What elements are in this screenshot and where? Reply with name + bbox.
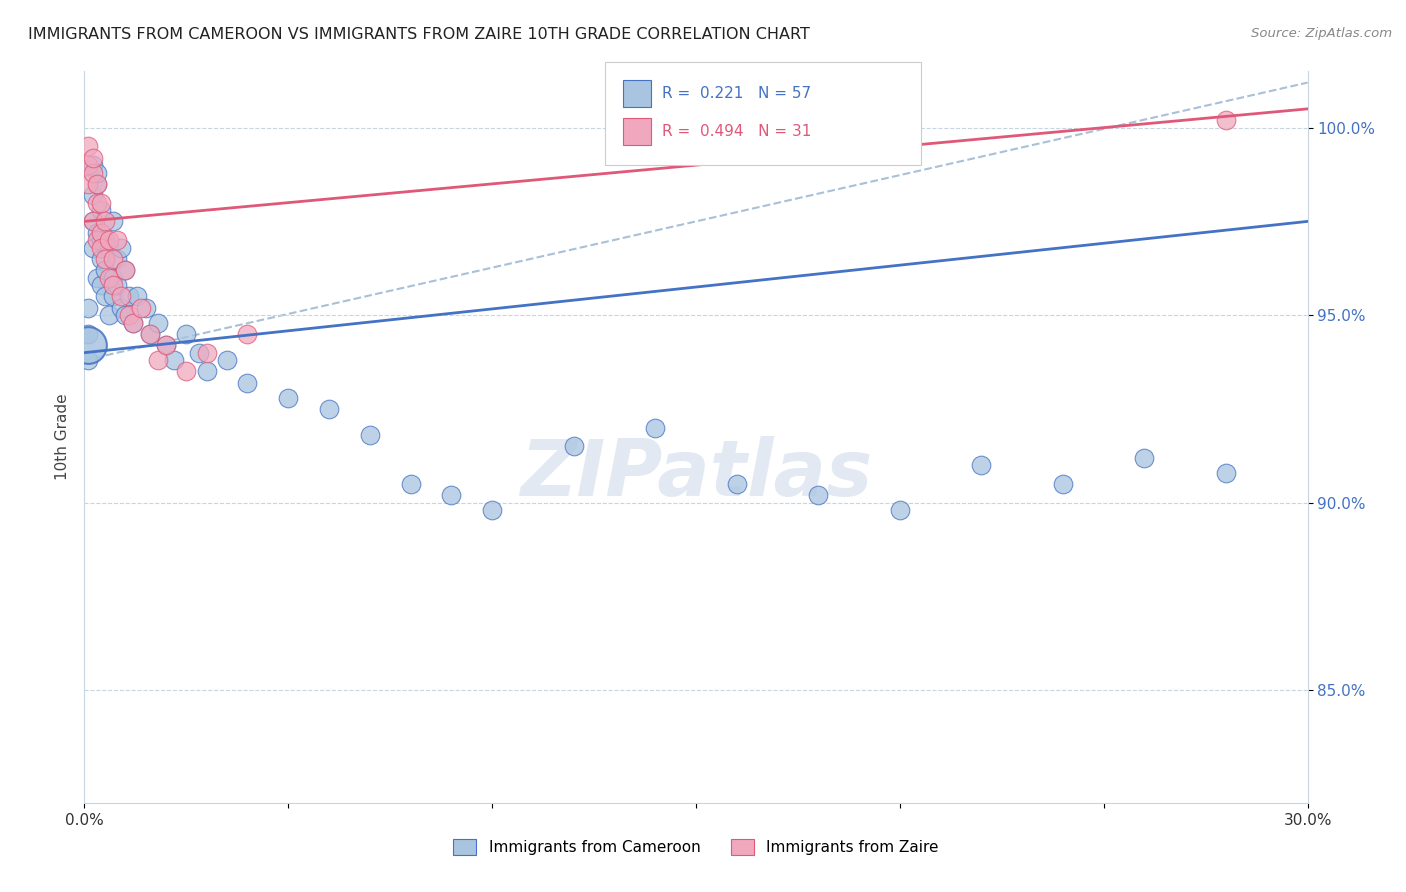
Point bbox=[146, 353, 169, 368]
Point bbox=[440, 488, 463, 502]
Point bbox=[114, 263, 136, 277]
Point bbox=[77, 177, 100, 191]
Point bbox=[90, 203, 112, 218]
Point bbox=[77, 301, 100, 315]
Point bbox=[155, 338, 177, 352]
Point bbox=[77, 139, 100, 153]
Point bbox=[725, 477, 748, 491]
Point bbox=[110, 289, 132, 303]
Point bbox=[217, 353, 239, 368]
Point bbox=[82, 214, 104, 228]
Point bbox=[90, 241, 112, 255]
Point bbox=[86, 177, 108, 191]
Point bbox=[187, 345, 209, 359]
Point bbox=[77, 326, 100, 341]
Point bbox=[399, 477, 422, 491]
Point bbox=[481, 503, 503, 517]
Point bbox=[86, 270, 108, 285]
Point bbox=[90, 233, 112, 247]
Point bbox=[97, 233, 120, 247]
Text: R =  0.494   N = 31: R = 0.494 N = 31 bbox=[662, 124, 811, 138]
Point bbox=[138, 326, 160, 341]
Point bbox=[110, 301, 132, 315]
Point bbox=[90, 195, 112, 210]
Point bbox=[110, 241, 132, 255]
Point bbox=[90, 252, 112, 266]
Point bbox=[135, 301, 157, 315]
Point bbox=[889, 503, 911, 517]
Point bbox=[97, 308, 120, 322]
Point bbox=[122, 316, 145, 330]
Point bbox=[101, 289, 124, 303]
Point bbox=[97, 241, 120, 255]
Point bbox=[86, 233, 108, 247]
Point bbox=[82, 166, 104, 180]
Point bbox=[562, 440, 585, 454]
Point bbox=[174, 326, 197, 341]
Text: Source: ZipAtlas.com: Source: ZipAtlas.com bbox=[1251, 27, 1392, 40]
Point bbox=[86, 226, 108, 240]
Point bbox=[86, 166, 108, 180]
Legend: Immigrants from Cameroon, Immigrants from Zaire: Immigrants from Cameroon, Immigrants fro… bbox=[447, 833, 945, 861]
Point bbox=[77, 158, 100, 172]
Point bbox=[970, 458, 993, 473]
Point bbox=[114, 308, 136, 322]
Point bbox=[236, 376, 259, 390]
Point bbox=[82, 214, 104, 228]
Point bbox=[93, 214, 115, 228]
Point bbox=[82, 151, 104, 165]
Point bbox=[86, 195, 108, 210]
Point bbox=[174, 364, 197, 378]
Point bbox=[138, 326, 160, 341]
Point bbox=[114, 263, 136, 277]
Point bbox=[101, 270, 124, 285]
Point bbox=[101, 278, 124, 293]
Point bbox=[1133, 450, 1156, 465]
Point bbox=[236, 326, 259, 341]
Point bbox=[93, 289, 115, 303]
Point bbox=[277, 391, 299, 405]
Point bbox=[90, 226, 112, 240]
Point bbox=[105, 278, 128, 293]
Point bbox=[1215, 466, 1237, 480]
Point bbox=[93, 263, 115, 277]
Point bbox=[122, 316, 145, 330]
Point bbox=[1215, 113, 1237, 128]
Point bbox=[359, 428, 381, 442]
Point bbox=[90, 278, 112, 293]
Point bbox=[195, 345, 218, 359]
Point bbox=[1052, 477, 1074, 491]
Point bbox=[118, 289, 141, 303]
Point bbox=[97, 270, 120, 285]
Point bbox=[86, 177, 108, 191]
Point bbox=[105, 233, 128, 247]
Point bbox=[163, 353, 186, 368]
Point bbox=[93, 252, 115, 266]
Point bbox=[318, 401, 340, 416]
Point bbox=[101, 252, 124, 266]
Point bbox=[77, 353, 100, 368]
Point bbox=[82, 188, 104, 202]
Point bbox=[644, 420, 666, 434]
Y-axis label: 10th Grade: 10th Grade bbox=[55, 393, 70, 481]
Point bbox=[131, 301, 153, 315]
Text: R =  0.221   N = 57: R = 0.221 N = 57 bbox=[662, 87, 811, 101]
Point bbox=[82, 241, 104, 255]
Text: IMMIGRANTS FROM CAMEROON VS IMMIGRANTS FROM ZAIRE 10TH GRADE CORRELATION CHART: IMMIGRANTS FROM CAMEROON VS IMMIGRANTS F… bbox=[28, 27, 810, 42]
Point bbox=[155, 338, 177, 352]
Point bbox=[807, 488, 830, 502]
Point bbox=[195, 364, 218, 378]
Point bbox=[93, 233, 115, 247]
Point bbox=[82, 158, 104, 172]
Point bbox=[146, 316, 169, 330]
Text: ZIPatlas: ZIPatlas bbox=[520, 435, 872, 512]
Point bbox=[127, 289, 149, 303]
Point bbox=[105, 252, 128, 266]
Point bbox=[118, 308, 141, 322]
Point bbox=[77, 338, 100, 352]
Point bbox=[101, 214, 124, 228]
